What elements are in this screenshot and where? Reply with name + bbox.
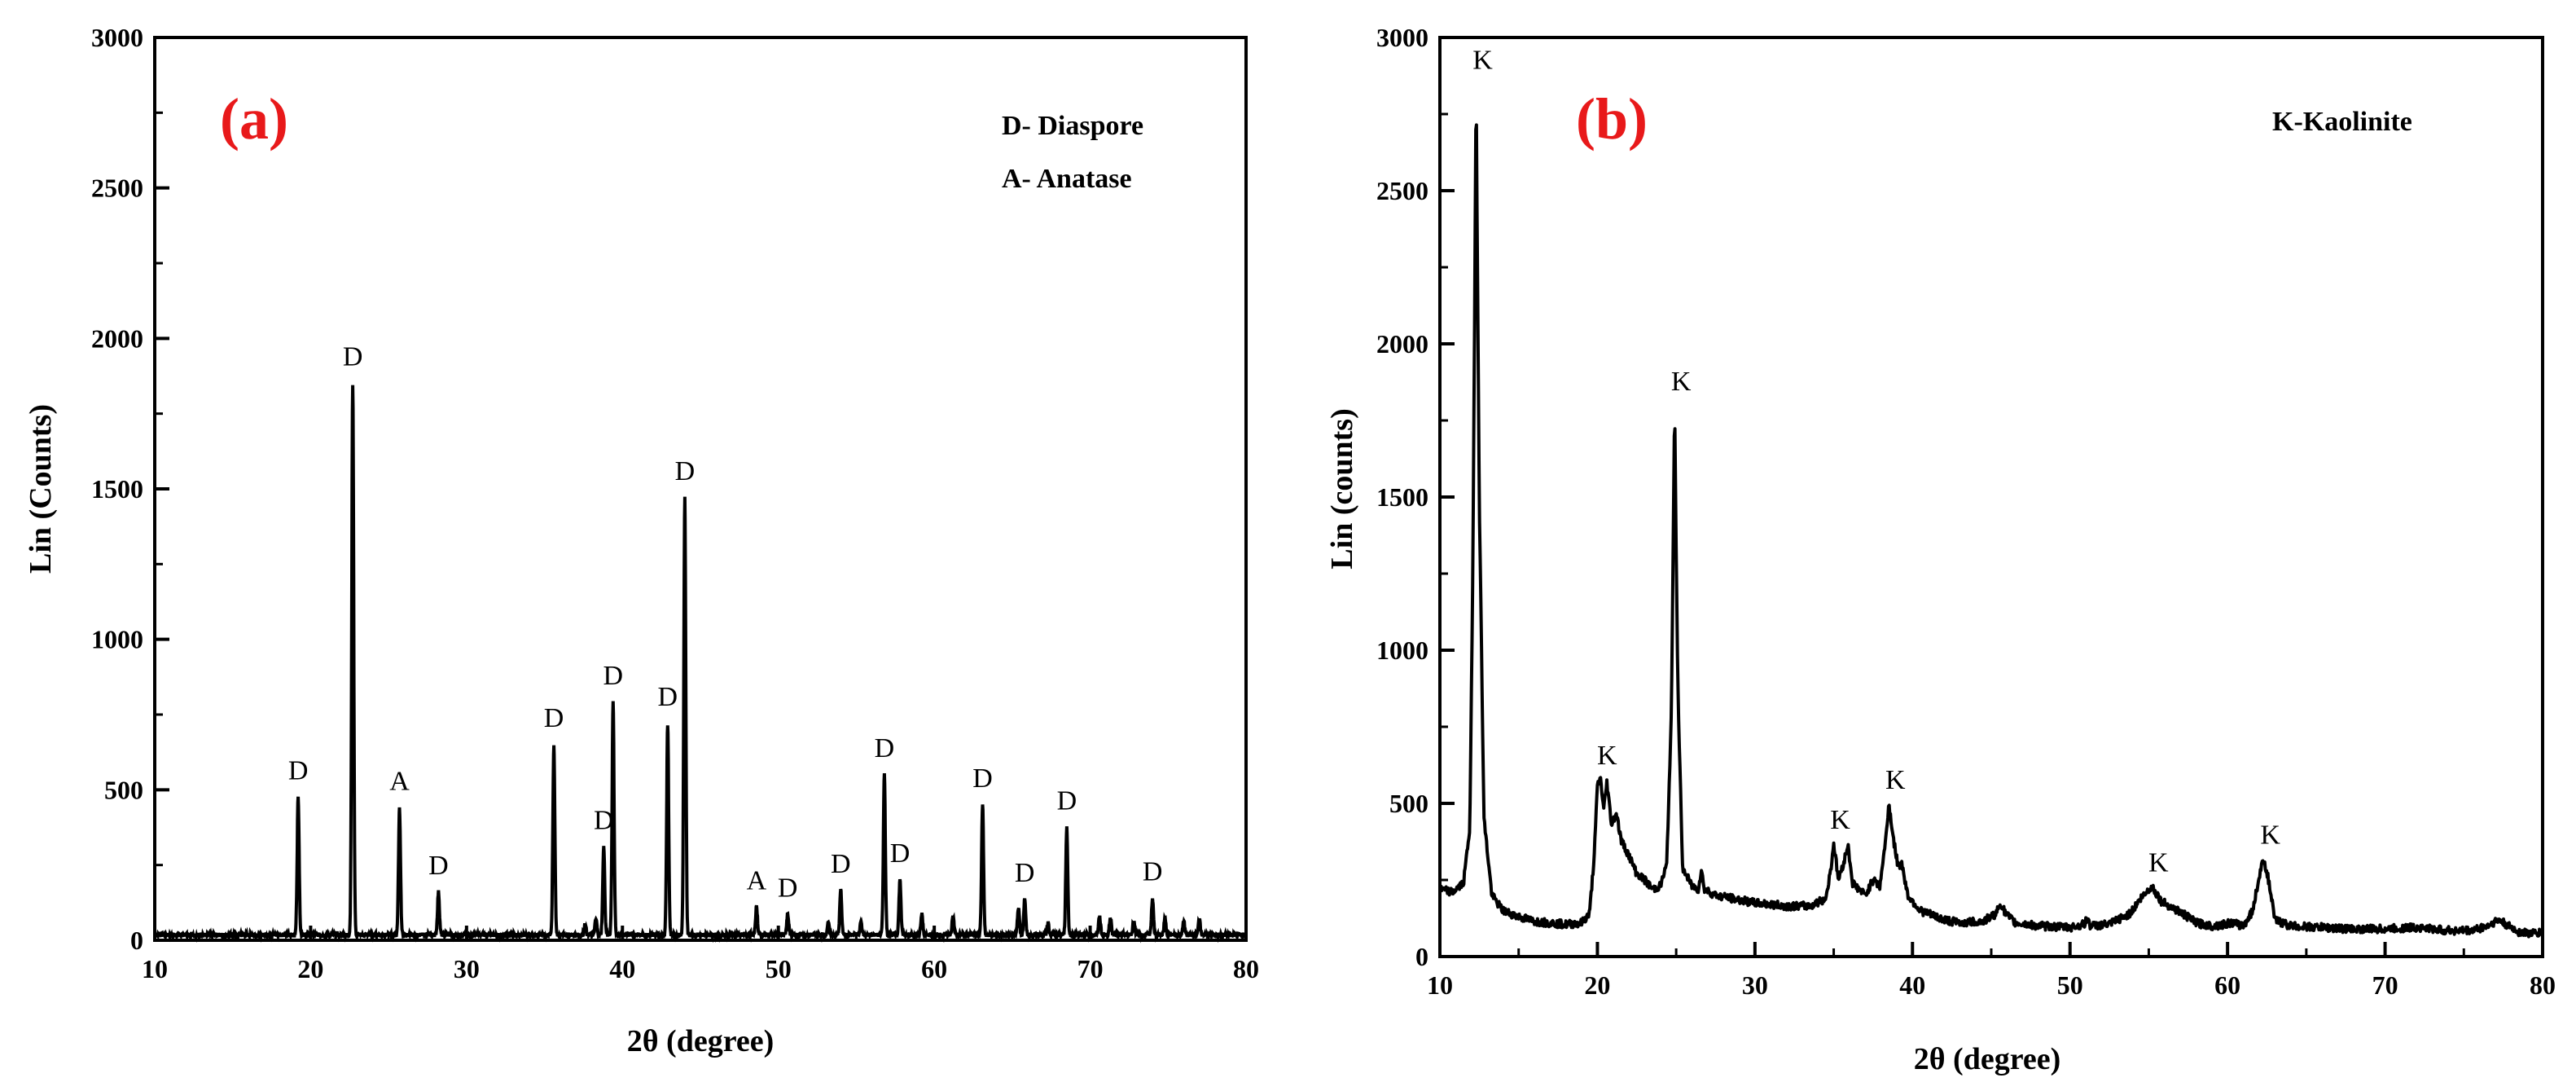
panel-a-x-ticks: 10 20 30 40 50 60 70 80 xyxy=(142,926,1259,983)
y-tick-label: 1500 xyxy=(1376,482,1428,512)
x-tick-label: 10 xyxy=(1427,970,1453,1000)
legend-anatase: A- Anatase xyxy=(1002,164,1132,194)
peak-label-d: D xyxy=(594,806,614,836)
y-tick-label: 1000 xyxy=(1376,636,1428,665)
peak-label-k: K xyxy=(1885,765,1906,795)
peak-label-d: D xyxy=(890,838,911,869)
peak-label-k: K xyxy=(1671,367,1692,397)
x-tick-label: 10 xyxy=(142,954,168,983)
peak-label-d: D xyxy=(1015,858,1035,888)
y-tick-label: 2500 xyxy=(91,174,143,203)
peak-label-k: K xyxy=(1597,741,1617,771)
panel-b-y-axis-title: Lin (counts) xyxy=(1325,408,1359,569)
peak-label-d: D xyxy=(831,849,851,879)
x-tick-label: 70 xyxy=(1077,954,1104,983)
panel-b-tag: (b) xyxy=(1576,86,1648,152)
panel-b-pattern-line xyxy=(1438,123,2544,939)
peak-label-a: A xyxy=(747,865,767,895)
panel-a-tag: (a) xyxy=(220,86,288,152)
y-tick-label: 3000 xyxy=(1376,23,1428,52)
y-tick-label: 1000 xyxy=(91,625,143,654)
peak-label-d: D xyxy=(544,703,564,733)
peak-label-d: D xyxy=(1143,856,1163,886)
peak-label-k: K xyxy=(2260,820,2280,851)
y-tick-label: 0 xyxy=(1415,942,1428,971)
peak-label-d: D xyxy=(658,682,678,712)
peak-label-d: D xyxy=(428,851,449,881)
peak-label-k: K xyxy=(1830,805,1850,835)
y-tick-label: 2000 xyxy=(91,323,143,353)
peak-label-a: A xyxy=(389,766,410,796)
y-tick-label: 0 xyxy=(130,926,143,955)
x-tick-label: 80 xyxy=(1233,954,1259,983)
panel-a-y-axis-title: Lin (Counts) xyxy=(24,404,58,574)
panel-b-x-axis-title: 2θ (degree) xyxy=(1914,1042,2061,1076)
panel-b-frame xyxy=(1438,36,2544,958)
peak-label-d: D xyxy=(288,756,309,786)
legend-diaspore: D- Diaspore xyxy=(1002,111,1143,141)
x-tick-label: 40 xyxy=(1899,970,1925,1000)
x-tick-label: 50 xyxy=(2057,970,2083,1000)
y-tick-label: 2500 xyxy=(1376,176,1428,205)
peak-label-k: K xyxy=(2148,848,2169,878)
x-tick-label: 50 xyxy=(766,954,792,983)
panel-a-pattern-line xyxy=(153,385,1248,944)
panel-a-y-ticks: 0 500 1000 1500 2000 2500 3000 xyxy=(91,23,169,955)
peak-label-d: D xyxy=(603,661,624,691)
legend-kaolinite: K-Kaolinite xyxy=(2272,107,2412,137)
peak-label-d: D xyxy=(675,456,696,486)
peak-label-d: D xyxy=(343,342,363,372)
y-tick-label: 3000 xyxy=(91,23,143,52)
x-tick-label: 30 xyxy=(454,954,480,983)
y-tick-label: 2000 xyxy=(1376,329,1428,359)
x-tick-label: 70 xyxy=(2372,970,2398,1000)
y-tick-label: 1500 xyxy=(91,474,143,504)
x-tick-label: 80 xyxy=(2530,970,2556,1000)
peak-label-d: D xyxy=(778,873,798,904)
panel-a-x-axis-title: 2θ (degree) xyxy=(627,1024,775,1058)
panel-b-peak-labels: K K K K K K K xyxy=(1472,45,2280,878)
x-tick-label: 20 xyxy=(1584,970,1610,1000)
x-tick-label: 60 xyxy=(2214,970,2240,1000)
x-tick-label: 60 xyxy=(921,954,947,983)
panel-b-kaolinite-xrd: 0 500 1000 1500 2000 2500 3000 10 20 30 40 50 60 70 8… xyxy=(1325,23,2556,1076)
peak-label-d: D xyxy=(875,733,895,763)
y-tick-label: 500 xyxy=(1389,789,1428,818)
peak-label-k: K xyxy=(1472,45,1493,75)
panel-b-y-ticks: 0 500 1000 1500 2000 2500 3000 xyxy=(1376,23,1455,971)
peak-label-d: D xyxy=(972,763,993,794)
x-tick-label: 40 xyxy=(609,954,635,983)
panel-a-diaspore-xrd: 0 500 1000 1500 2000 2500 3000 10 20 30 40 50 60 70 8… xyxy=(24,23,1259,1058)
x-tick-label: 20 xyxy=(297,954,323,983)
x-tick-label: 30 xyxy=(1742,970,1768,1000)
panel-b-x-ticks: 10 20 30 40 50 60 70 80 xyxy=(1427,942,2556,1000)
y-tick-label: 500 xyxy=(104,775,143,804)
peak-label-d: D xyxy=(1057,786,1077,816)
